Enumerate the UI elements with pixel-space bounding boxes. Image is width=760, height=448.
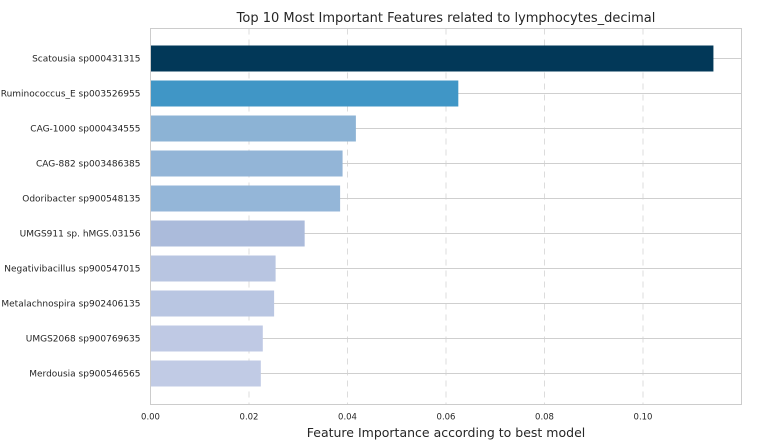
bar — [150, 325, 263, 352]
bar — [150, 220, 305, 247]
bar — [150, 255, 276, 282]
bar — [150, 290, 275, 317]
y-tick-label: Merdousia sp900546565 — [29, 370, 140, 380]
bar — [150, 115, 356, 142]
x-tick-labels: 0.00 0.02 0.04 0.06 0.08 0.10 — [141, 413, 652, 423]
x-tick-label: 0.08 — [535, 413, 554, 423]
chart-title: Top 10 Most Important Features related t… — [236, 11, 656, 26]
y-tick-label: Ruminococcus_E sp003526955 — [1, 90, 141, 100]
y-tick-label: UMGS911 sp. hMGS.03156 — [20, 230, 141, 240]
x-tick-label: 0.04 — [338, 413, 357, 423]
x-tick-label: 0.06 — [437, 413, 456, 423]
bars — [150, 45, 714, 387]
bar — [150, 80, 459, 107]
bar — [150, 45, 714, 72]
x-tick-label: 0.02 — [240, 413, 259, 423]
bar — [150, 185, 341, 212]
bar — [150, 150, 343, 177]
y-tick-label: Scatousia sp000431315 — [32, 55, 140, 65]
y-tick-labels: Scatousia sp000431315 Ruminococcus_E sp00… — [1, 55, 141, 380]
y-tick-label: UMGS2068 sp900769635 — [26, 335, 141, 345]
y-tick-label: Negativibacillus sp900547015 — [4, 265, 140, 275]
bar — [150, 360, 261, 387]
plot-frame — [150, 28, 742, 405]
x-tick-label: 0.10 — [634, 413, 653, 423]
y-tick-label: CAG-1000 sp000434555 — [30, 125, 140, 135]
y-tick-label: Odoribacter sp900548135 — [22, 195, 140, 205]
x-tick-label: 0.00 — [141, 413, 160, 423]
y-tick-label: CAG-882 sp003486385 — [36, 160, 140, 170]
x-axis-label: Feature Importance according to best mod… — [307, 425, 585, 440]
y-tick-label: Metalachnospira sp902406135 — [1, 300, 140, 310]
